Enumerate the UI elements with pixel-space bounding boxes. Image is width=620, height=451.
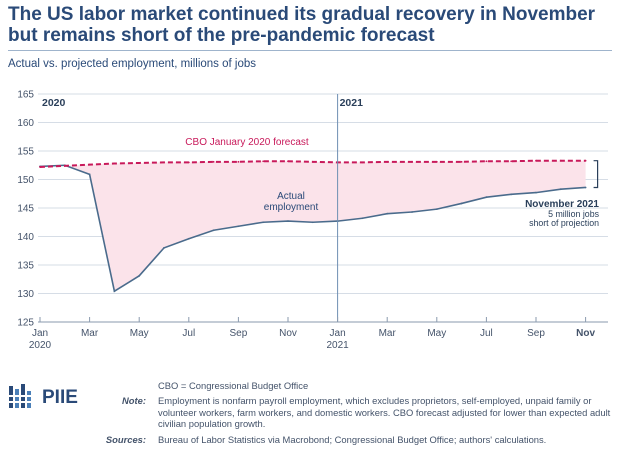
actual-point — [485, 196, 488, 199]
gap-line2: short of projection — [529, 218, 599, 228]
actual-point — [584, 186, 587, 189]
forecast-point — [485, 160, 488, 163]
actual-point — [510, 193, 513, 196]
actual-point — [311, 221, 314, 224]
x-tick-label: May — [427, 328, 446, 339]
note-label: Note: — [122, 395, 146, 406]
actual-point — [535, 191, 537, 194]
piie-logo-text: PIIE — [42, 387, 78, 408]
forecast-point — [584, 159, 587, 162]
forecast-point — [237, 160, 240, 163]
forecast-point — [138, 162, 141, 164]
actual-point — [386, 212, 389, 215]
x-tick-label: Sep — [230, 328, 248, 339]
forecast-point — [535, 159, 537, 162]
gap-line1: 5 million jobs — [548, 209, 599, 219]
x-tick-year-label: 2021 — [326, 340, 349, 351]
actual-point — [163, 247, 165, 249]
y-tick-label: 165 — [17, 90, 34, 101]
x-tick-year-label: 2020 — [29, 340, 52, 351]
x-tick-label: Sep — [527, 328, 545, 339]
forecast-point — [510, 160, 513, 163]
gap-bracket — [593, 160, 599, 189]
x-tick-label: Jul — [480, 328, 493, 339]
forecast-point — [435, 160, 438, 163]
x-tick-label: Nov — [576, 328, 595, 339]
x-tick-label: Nov — [279, 328, 297, 339]
chart-footer: PIIE CBO = Congressional Budget Office N… — [0, 376, 620, 451]
forecast-point — [63, 164, 66, 167]
forecast-point — [559, 159, 562, 162]
actual-label-line1: Actual — [277, 191, 305, 202]
year-label: 2021 — [340, 97, 364, 109]
y-tick-label: 145 — [17, 204, 34, 215]
forecast-point — [262, 160, 265, 163]
forecast-point — [187, 161, 190, 164]
piie-logo: PIIE — [8, 384, 88, 414]
forecast-point — [361, 161, 364, 164]
actual-point — [361, 217, 364, 220]
actual-point — [435, 208, 438, 211]
y-tick-label: 130 — [17, 289, 34, 300]
forecast-point — [212, 160, 215, 163]
x-tick-label: Jul — [182, 328, 195, 339]
forecast-point — [287, 160, 289, 163]
x-tick-label: Mar — [81, 328, 99, 339]
piie-logo-icon — [8, 384, 32, 408]
actual-point — [138, 274, 141, 277]
sources-text: Bureau of Labor Statistics via Macrobond… — [158, 434, 547, 445]
actual-point — [460, 202, 463, 205]
actual-point — [559, 188, 562, 191]
y-tick-label: 150 — [17, 175, 34, 186]
x-tick-label: May — [130, 328, 149, 339]
y-tick-label: 160 — [17, 118, 34, 129]
x-tick-label: Mar — [379, 328, 397, 339]
sources-label: Sources: — [105, 434, 146, 445]
forecast-point — [311, 160, 314, 163]
year-label: 2020 — [42, 97, 66, 109]
actual-point — [237, 225, 240, 228]
forecast-point — [39, 166, 41, 168]
forecast-point — [88, 163, 91, 166]
forecast-point — [163, 161, 165, 164]
x-tick-label: Jan — [32, 328, 48, 339]
forecast-point — [386, 160, 389, 163]
forecast-point — [460, 160, 463, 163]
gap-title: November 2021 — [525, 199, 599, 210]
chart-title: The US labor market continued its gradua… — [8, 4, 596, 46]
forecast-label: CBO January 2020 forecast — [185, 137, 309, 148]
chart-subtitle: Actual vs. projected employment, million… — [8, 58, 256, 70]
note-text: Employment is nonfarm payroll employment… — [158, 395, 611, 429]
title-divider — [8, 50, 612, 51]
actual-point — [262, 221, 265, 224]
actual-point — [411, 211, 413, 213]
actual-point — [287, 220, 289, 223]
y-tick-label: 125 — [17, 318, 34, 329]
y-tick-label: 140 — [17, 232, 34, 243]
actual-point — [113, 290, 116, 293]
actual-point — [212, 229, 215, 232]
actual-point — [187, 237, 190, 240]
forecast-point — [411, 160, 413, 163]
forecast-point — [113, 162, 116, 165]
y-tick-label: 155 — [17, 147, 34, 158]
abbrev-note: CBO = Congressional Budget Office — [158, 380, 309, 391]
actual-point — [88, 173, 91, 176]
employment-gap-area — [40, 160, 586, 292]
actual-label-line2: employment — [264, 202, 319, 213]
x-tick-label: Jan — [330, 328, 346, 339]
y-tick-label: 135 — [17, 261, 34, 272]
